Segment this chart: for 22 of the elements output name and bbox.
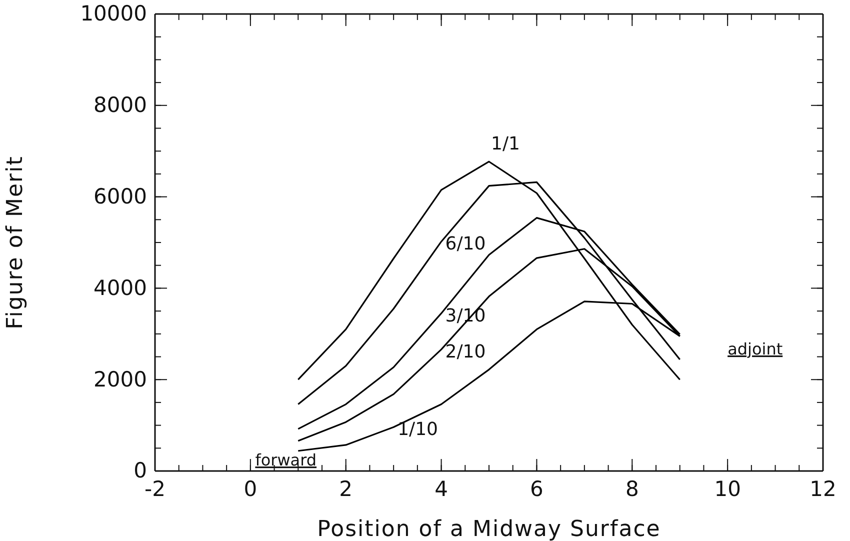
x-tick-label: 12: [810, 476, 836, 501]
x-tick-label: 0: [244, 476, 258, 501]
annotation: forward: [255, 450, 317, 470]
x-axis-title: Position of a Midway Surface: [317, 517, 661, 541]
x-tick-label: 8: [625, 476, 639, 501]
series-label: 1/10: [398, 419, 438, 440]
y-tick-label: 0: [134, 458, 147, 483]
annotation: adjoint: [728, 339, 783, 358]
y-tick-label: 4000: [94, 276, 147, 300]
y-tick-label: 2000: [94, 367, 147, 392]
y-tick-label: 10000: [80, 2, 147, 26]
x-tick-label: 4: [434, 476, 448, 501]
series-label: 1/1: [491, 134, 520, 155]
y-tick-label: 6000: [94, 184, 147, 209]
y-tick-label: 8000: [94, 93, 147, 118]
x-tick-label: 10: [714, 476, 741, 501]
x-tick-label: 2: [339, 476, 353, 501]
x-tick-label: 6: [530, 476, 544, 501]
x-tick-label: -2: [144, 476, 166, 501]
series-label: 2/10: [445, 341, 486, 362]
series-label: 6/10: [445, 234, 486, 255]
y-axis-title: Figure of Merit: [3, 156, 28, 330]
